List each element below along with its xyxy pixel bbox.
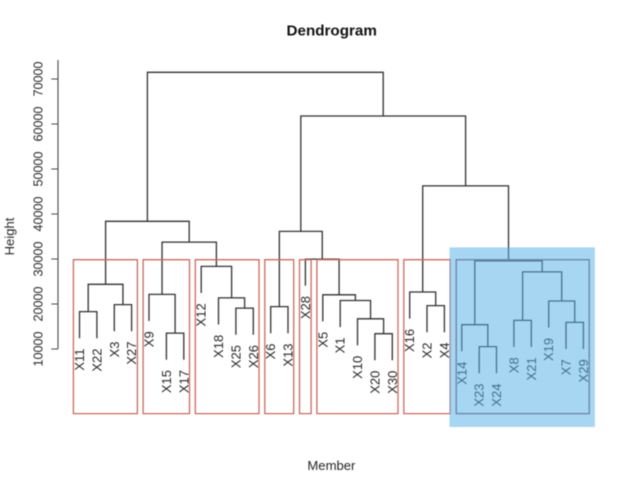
svg-text:Member: Member: [307, 458, 356, 473]
svg-text:X2: X2: [420, 343, 435, 359]
svg-text:X12: X12: [194, 303, 209, 326]
svg-text:40000: 40000: [31, 196, 45, 231]
svg-text:10000: 10000: [31, 331, 45, 366]
svg-text:X15: X15: [159, 370, 174, 393]
svg-text:X18: X18: [211, 335, 226, 358]
svg-text:70000: 70000: [31, 61, 45, 96]
svg-text:X22: X22: [89, 349, 104, 372]
svg-text:X9: X9: [142, 331, 157, 347]
svg-text:X30: X30: [385, 371, 400, 394]
svg-text:60000: 60000: [31, 106, 45, 141]
svg-text:X17: X17: [176, 370, 191, 393]
svg-text:X13: X13: [281, 344, 296, 367]
svg-text:X6: X6: [263, 344, 278, 360]
svg-text:X1: X1: [333, 337, 348, 353]
svg-text:Dendrogram: Dendrogram: [287, 23, 377, 40]
svg-text:X26: X26: [246, 345, 261, 368]
svg-text:X25: X25: [228, 345, 243, 368]
svg-text:X20: X20: [367, 371, 382, 394]
svg-text:30000: 30000: [31, 241, 45, 276]
svg-text:50000: 50000: [31, 151, 45, 186]
svg-text:X5: X5: [315, 332, 330, 348]
svg-text:X4: X4: [437, 343, 452, 359]
svg-text:X11: X11: [72, 349, 87, 371]
svg-text:X27: X27: [124, 342, 139, 365]
svg-text:X3: X3: [107, 342, 122, 358]
svg-text:20000: 20000: [31, 286, 45, 321]
svg-text:Height: Height: [2, 217, 17, 255]
svg-text:X10: X10: [350, 356, 365, 379]
svg-text:X28: X28: [298, 296, 313, 319]
svg-text:X16: X16: [402, 329, 417, 352]
